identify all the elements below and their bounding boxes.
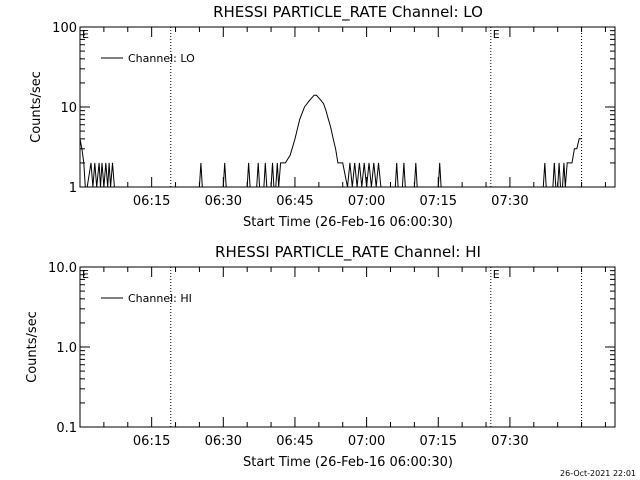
panel-lo: RHESSI PARTICLE_RATE Channel: LO Counts/… <box>29 3 616 230</box>
x-tick-label: 06:30 <box>205 194 242 209</box>
y-tick-label: 10 <box>60 101 77 116</box>
legend-lo: Channel: LO <box>101 52 195 65</box>
x-tick-label: 06:45 <box>276 434 313 449</box>
y-axis-label-lo: Counts/sec <box>29 71 44 143</box>
legend-label-hi: Channel: HI <box>128 292 192 305</box>
plot-frame-hi <box>79 266 616 428</box>
legend-hi: Channel: HI <box>101 292 192 305</box>
x-tick-label: 07:00 <box>348 434 385 449</box>
y-tick-label: 100 <box>52 21 77 36</box>
event-marker-label: E <box>82 28 89 41</box>
x-axis-label-lo: Start Time (26-Feb-16 06:00:30) <box>243 215 453 230</box>
x-tick-label: 07:15 <box>420 434 457 449</box>
x-tick-label: 07:00 <box>348 194 385 209</box>
x-ticks-hi: 06:15 06:30 06:45 07:00 07:15 07:30 <box>103 267 606 449</box>
event-marker-label: E <box>493 28 500 41</box>
y-tick-label: 1 <box>69 181 77 196</box>
series-line-lo <box>79 94 582 188</box>
legend-label-lo: Channel: LO <box>128 52 195 65</box>
y-ticks-hi: 0.1 1.0 10.0 <box>48 261 615 436</box>
chart-title-lo: RHESSI PARTICLE_RATE Channel: LO <box>213 3 483 22</box>
x-ticks-lo: 06:15 06:30 06:45 07:00 07:15 07:30 <box>103 27 606 209</box>
x-tick-label: 07:15 <box>420 194 457 209</box>
y-axis-label-hi: Counts/sec <box>25 311 40 383</box>
y-tick-label: 10.0 <box>48 261 77 276</box>
y-ticks-lo: 1 10 100 <box>52 21 615 196</box>
x-tick-label: 06:30 <box>205 434 242 449</box>
y-tick-label: 0.1 <box>56 421 77 436</box>
x-axis-label-hi: Start Time (26-Feb-16 06:00:30) <box>243 455 453 470</box>
x-tick-label: 07:30 <box>491 434 528 449</box>
event-marker-label: E <box>493 268 500 281</box>
plot-frame-lo <box>79 26 616 188</box>
x-tick-label: 07:30 <box>491 194 528 209</box>
x-tick-label: 06:15 <box>133 194 170 209</box>
x-tick-label: 06:45 <box>276 194 313 209</box>
footer-timestamp: 26-Oct-2021 22:01 <box>560 469 636 478</box>
chart-title-hi: RHESSI PARTICLE_RATE Channel: HI <box>215 243 481 262</box>
x-tick-label: 06:15 <box>133 434 170 449</box>
event-marker-label: E <box>82 268 89 281</box>
y-tick-label: 1.0 <box>56 341 77 356</box>
series-lo <box>79 94 582 188</box>
panel-hi: RHESSI PARTICLE_RATE Channel: HI Counts/… <box>25 243 616 470</box>
